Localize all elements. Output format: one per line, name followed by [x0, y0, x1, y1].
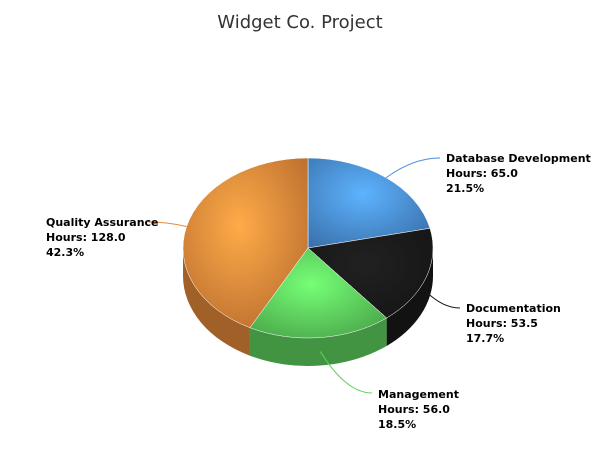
pie-slice-side [249, 317, 387, 367]
data-label-name: Management [378, 388, 459, 401]
chart-title: Widget Co. Project [217, 12, 383, 33]
data-label-name: Database Development [446, 152, 591, 165]
data-label-value: Hours: 65.0 [446, 167, 518, 180]
data-labels: Database Development Hours: 65.0 21.5% Docu… [46, 152, 591, 431]
data-label-name: Quality Assurance [46, 216, 159, 229]
data-label-percent: 21.5% [446, 182, 484, 195]
data-label-name: Documentation [466, 302, 561, 315]
pie-slice[interactable] [249, 247, 388, 339]
connector-line [385, 157, 441, 179]
pie-slice[interactable] [307, 157, 431, 249]
data-label-value: Hours: 128.0 [46, 231, 126, 244]
connector-line [425, 291, 461, 309]
pie-side-walls [183, 248, 433, 367]
data-label-percent: 42.3% [46, 246, 84, 259]
pie-slice-side [386, 248, 433, 346]
data-label-value: Hours: 53.5 [466, 317, 538, 330]
pie-slice[interactable] [307, 228, 434, 319]
data-label-percent: 17.7% [466, 332, 504, 345]
data-label-value: Hours: 56.0 [378, 403, 450, 416]
connector-line [147, 221, 187, 227]
pie-slices [182, 157, 434, 339]
pie-slice-side [183, 248, 250, 356]
connector-line [319, 351, 373, 394]
data-label-percent: 18.5% [378, 418, 416, 431]
